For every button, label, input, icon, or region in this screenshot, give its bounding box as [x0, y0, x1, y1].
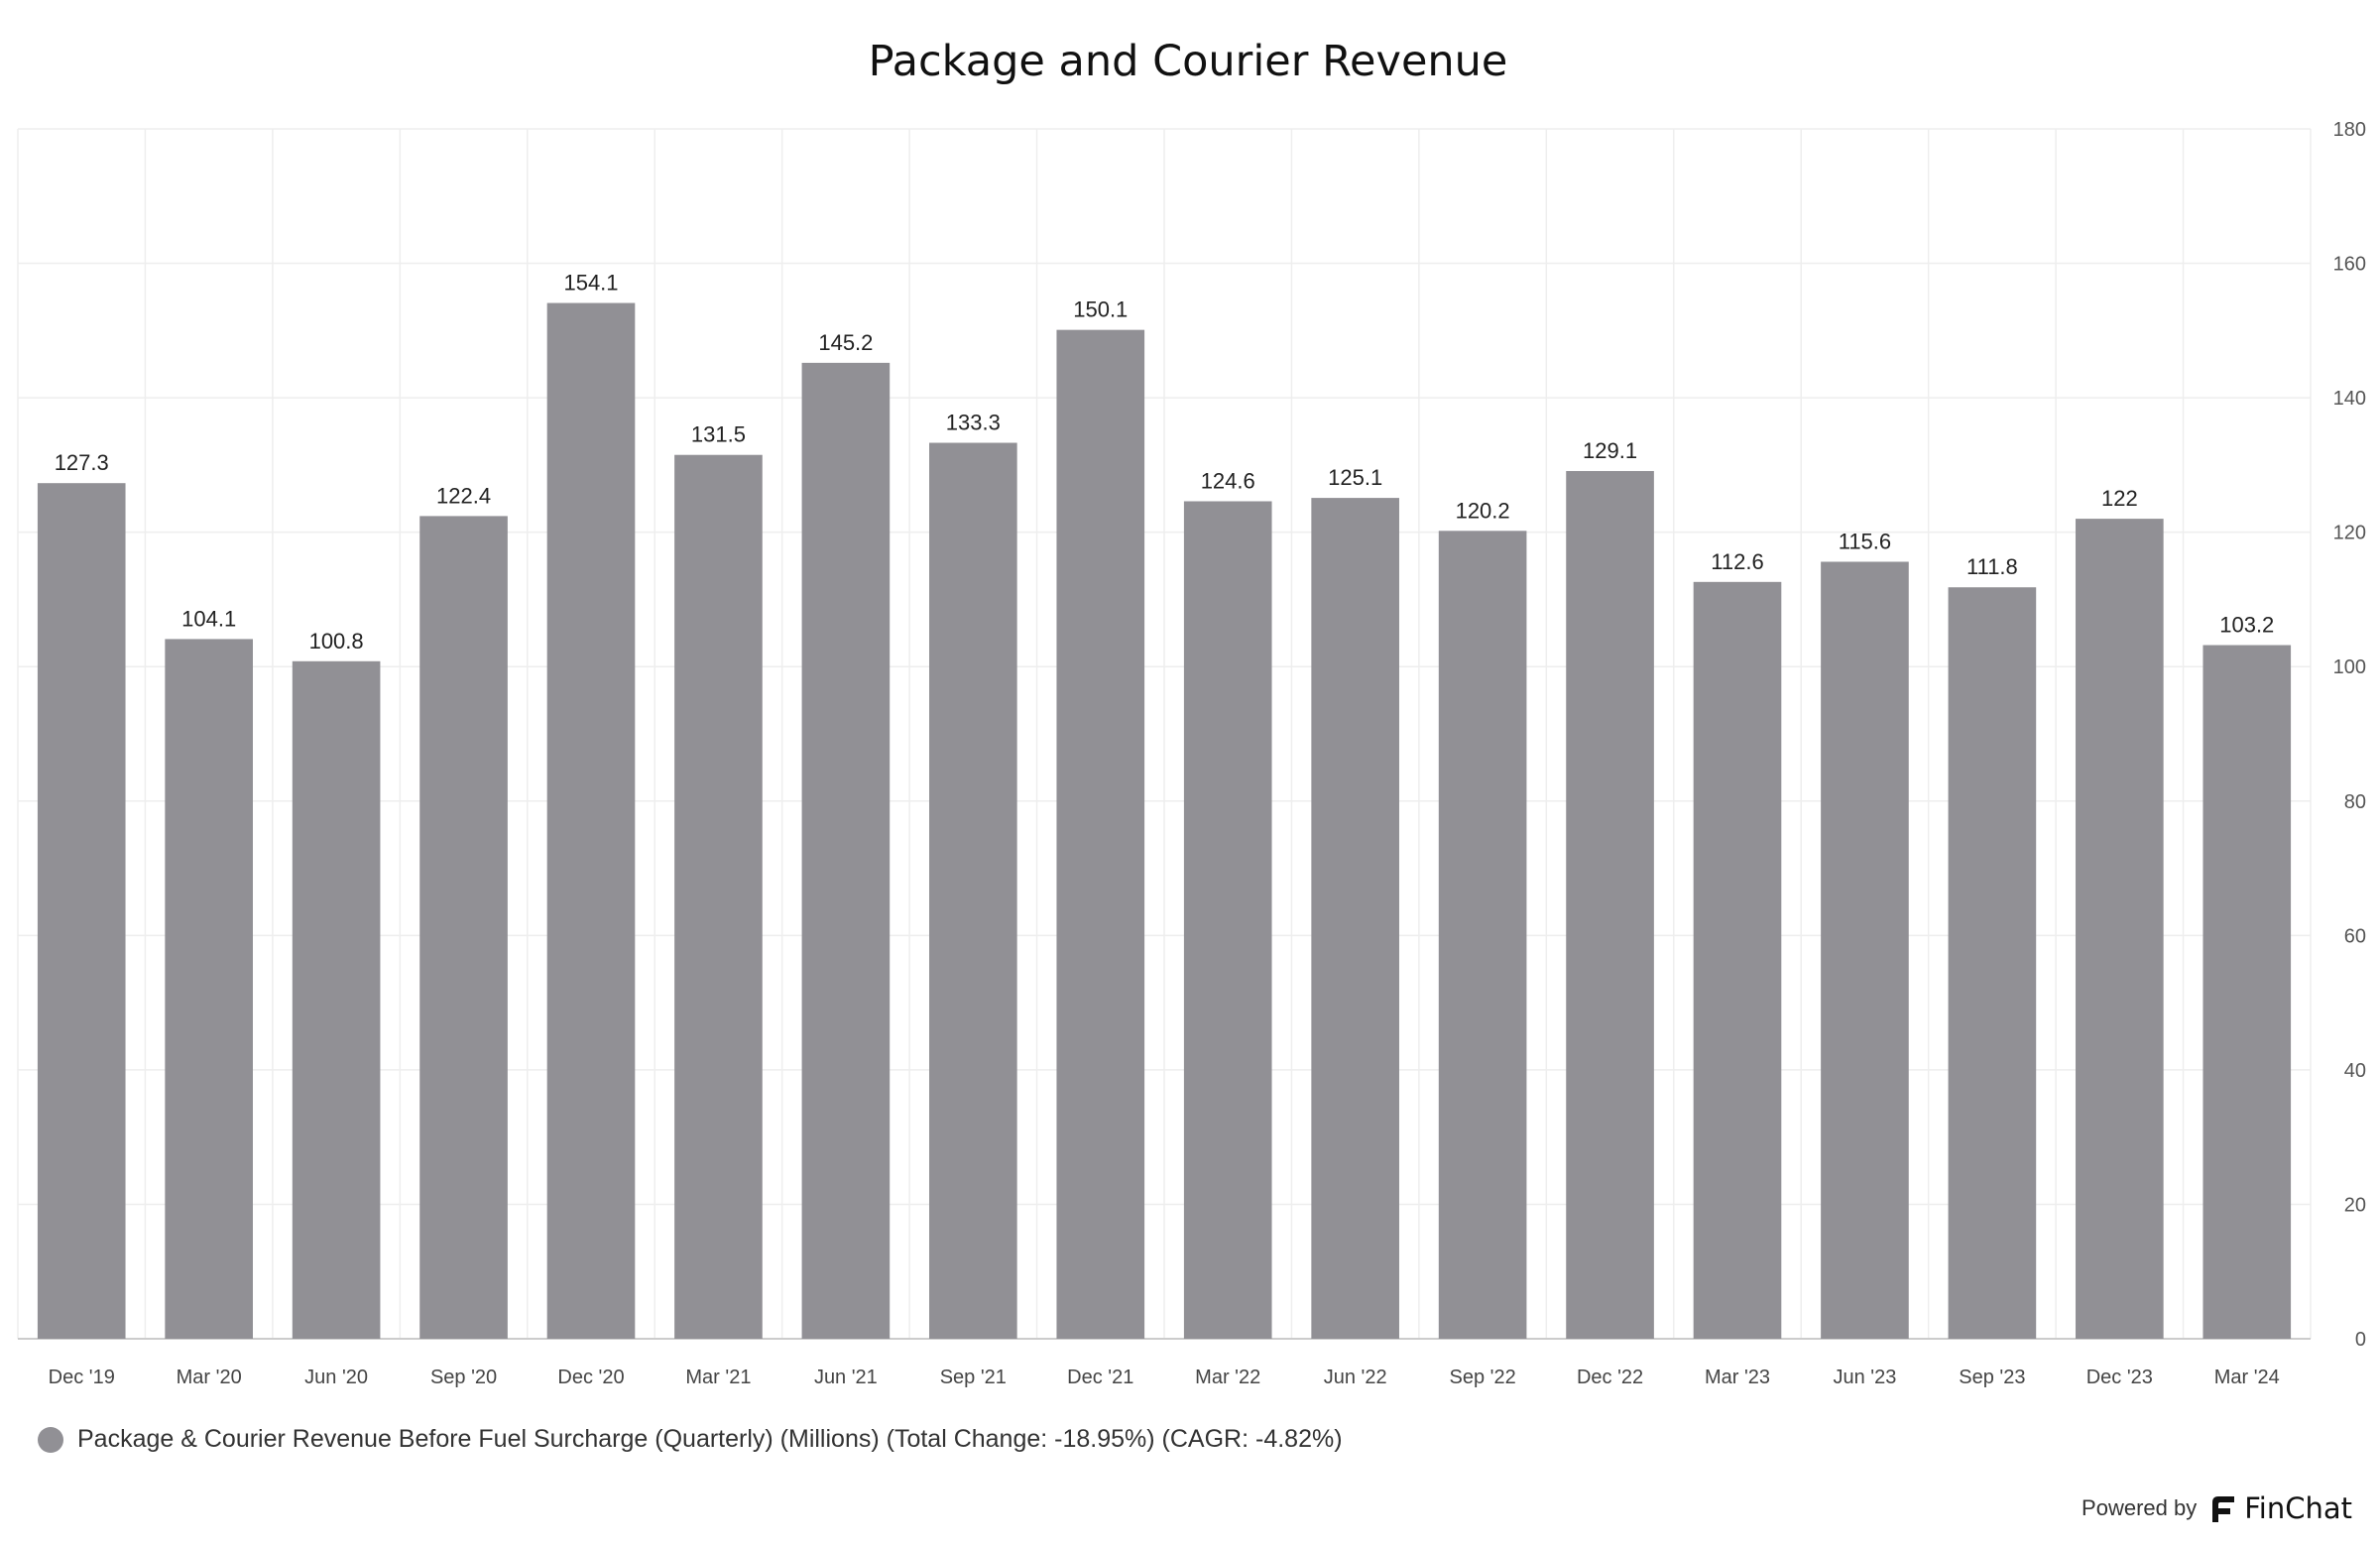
x-tick-label: Mar '20 [177, 1367, 242, 1388]
y-tick-label: 80 [2344, 791, 2366, 813]
bar[interactable] [1821, 561, 1909, 1339]
y-tick-label: 20 [2344, 1194, 2366, 1216]
data-label: 154.1 [563, 271, 618, 296]
data-labels: 127.3 104.1 100.8 122.4 154.1 131.5 145.2 133.3… [55, 271, 2275, 654]
data-label: 100.8 [309, 629, 364, 654]
bar[interactable] [801, 362, 891, 1339]
finchat-logo-icon [2212, 1496, 2235, 1522]
data-label: 150.1 [1073, 298, 1128, 322]
bar[interactable] [292, 660, 381, 1339]
data-label: 111.8 [1966, 554, 2018, 579]
x-tick-label: Dec '23 [2086, 1367, 2153, 1388]
y-axis: 0 20 40 60 80 100 120 140 160 180 [2333, 119, 2366, 1351]
data-label: 125.1 [1328, 465, 1382, 490]
data-label: 115.6 [1839, 529, 1891, 553]
bar[interactable] [2076, 519, 2164, 1339]
y-tick-label: 0 [2355, 1329, 2366, 1351]
data-label: 103.2 [2219, 613, 2274, 638]
y-tick-label: 140 [2333, 388, 2366, 410]
legend-label: Package & Courier Revenue Before Fuel Su… [77, 1425, 1343, 1453]
bar[interactable] [546, 302, 636, 1339]
y-tick-label: 40 [2344, 1060, 2366, 1082]
data-label: 127.3 [55, 450, 109, 475]
powered-by-label: Powered by [2082, 1495, 2198, 1520]
data-label: 124.6 [1201, 468, 1255, 493]
y-tick-label: 100 [2333, 656, 2366, 678]
legend[interactable]: Package & Courier Revenue Before Fuel Su… [38, 1425, 1343, 1454]
x-tick-label: Jun '23 [1834, 1367, 1897, 1388]
data-label: 131.5 [691, 422, 746, 447]
bar[interactable] [165, 639, 253, 1339]
x-tick-label: Mar '24 [2214, 1367, 2280, 1388]
x-tick-label: Jun '20 [304, 1367, 368, 1388]
bar[interactable] [1311, 498, 1399, 1340]
y-tick-label: 120 [2333, 523, 2366, 544]
data-label: 129.1 [1583, 438, 1637, 463]
bar[interactable] [2202, 645, 2292, 1339]
data-label: 122 [2101, 486, 2138, 511]
bar[interactable] [674, 454, 763, 1339]
x-tick-label: Sep '22 [1450, 1367, 1516, 1388]
x-tick-label: Dec '22 [1577, 1367, 1643, 1388]
x-tick-label: Jun '21 [814, 1367, 878, 1388]
x-tick-label: Mar '22 [1195, 1367, 1260, 1388]
powered-by[interactable]: Powered by FinChat [2082, 1491, 2352, 1525]
chart-title: Package and Courier Revenue [869, 37, 1508, 86]
x-axis: Dec '19 Mar '20 Jun '20 Sep '20 Dec '20 Mar '… [49, 1367, 2280, 1388]
data-label: 122.4 [436, 483, 491, 508]
bar[interactable] [929, 442, 1017, 1339]
data-label: 104.1 [181, 606, 236, 631]
y-tick-label: 180 [2333, 119, 2366, 141]
x-tick-label: Dec '21 [1067, 1367, 1133, 1388]
bar[interactable] [37, 483, 126, 1339]
bar[interactable] [1948, 587, 2037, 1339]
data-label: 120.2 [1456, 498, 1510, 523]
legend-swatch [38, 1426, 63, 1453]
data-label: 145.2 [818, 330, 873, 355]
x-tick-label: Sep '20 [430, 1367, 497, 1388]
finchat-logo: FinChat [2208, 1491, 2352, 1525]
y-tick-label: 160 [2333, 254, 2366, 276]
brand-name: FinChat [2244, 1491, 2352, 1525]
x-tick-label: Jun '22 [1324, 1367, 1387, 1388]
x-tick-label: Sep '21 [940, 1367, 1007, 1388]
bar[interactable] [1566, 470, 1654, 1339]
grid [17, 128, 2312, 1340]
x-tick-label: Mar '21 [685, 1367, 751, 1388]
bars [37, 302, 2292, 1340]
y-tick-label: 60 [2344, 925, 2366, 947]
data-label: 133.3 [946, 411, 1001, 435]
x-tick-label: Mar '23 [1705, 1367, 1770, 1388]
x-tick-label: Sep '23 [1959, 1367, 2025, 1388]
data-label: 112.6 [1711, 549, 1763, 574]
x-tick-label: Dec '19 [49, 1367, 115, 1388]
bar[interactable] [1183, 501, 1272, 1339]
bar[interactable] [419, 516, 508, 1339]
bar[interactable] [1693, 581, 1782, 1339]
x-tick-label: Dec '20 [557, 1367, 624, 1388]
bar[interactable] [1056, 329, 1145, 1340]
bar[interactable] [1438, 531, 1527, 1339]
